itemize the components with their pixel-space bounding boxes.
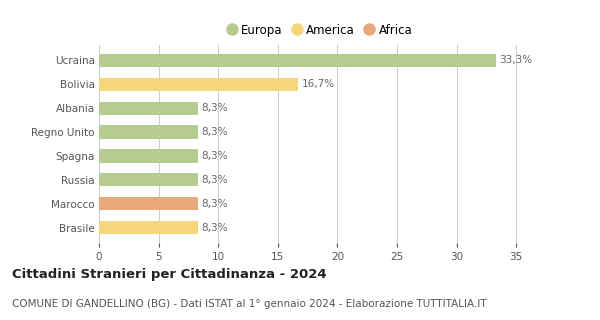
- Text: 8,3%: 8,3%: [202, 127, 228, 137]
- Text: 8,3%: 8,3%: [202, 175, 228, 185]
- Text: Cittadini Stranieri per Cittadinanza - 2024: Cittadini Stranieri per Cittadinanza - 2…: [12, 268, 326, 281]
- Text: 8,3%: 8,3%: [202, 151, 228, 161]
- Legend: Europa, America, Africa: Europa, America, Africa: [222, 19, 417, 41]
- Bar: [99, 54, 496, 67]
- Bar: [99, 101, 198, 115]
- Text: COMUNE DI GANDELLINO (BG) - Dati ISTAT al 1° gennaio 2024 - Elaborazione TUTTITA: COMUNE DI GANDELLINO (BG) - Dati ISTAT a…: [12, 299, 487, 309]
- Text: 8,3%: 8,3%: [202, 223, 228, 233]
- Bar: [99, 173, 198, 187]
- Bar: [99, 78, 298, 91]
- Text: 16,7%: 16,7%: [302, 79, 335, 89]
- Bar: [99, 221, 198, 234]
- Text: 8,3%: 8,3%: [202, 103, 228, 113]
- Text: 8,3%: 8,3%: [202, 199, 228, 209]
- Bar: [99, 197, 198, 210]
- Text: 33,3%: 33,3%: [499, 55, 533, 65]
- Bar: [99, 149, 198, 163]
- Bar: [99, 125, 198, 139]
